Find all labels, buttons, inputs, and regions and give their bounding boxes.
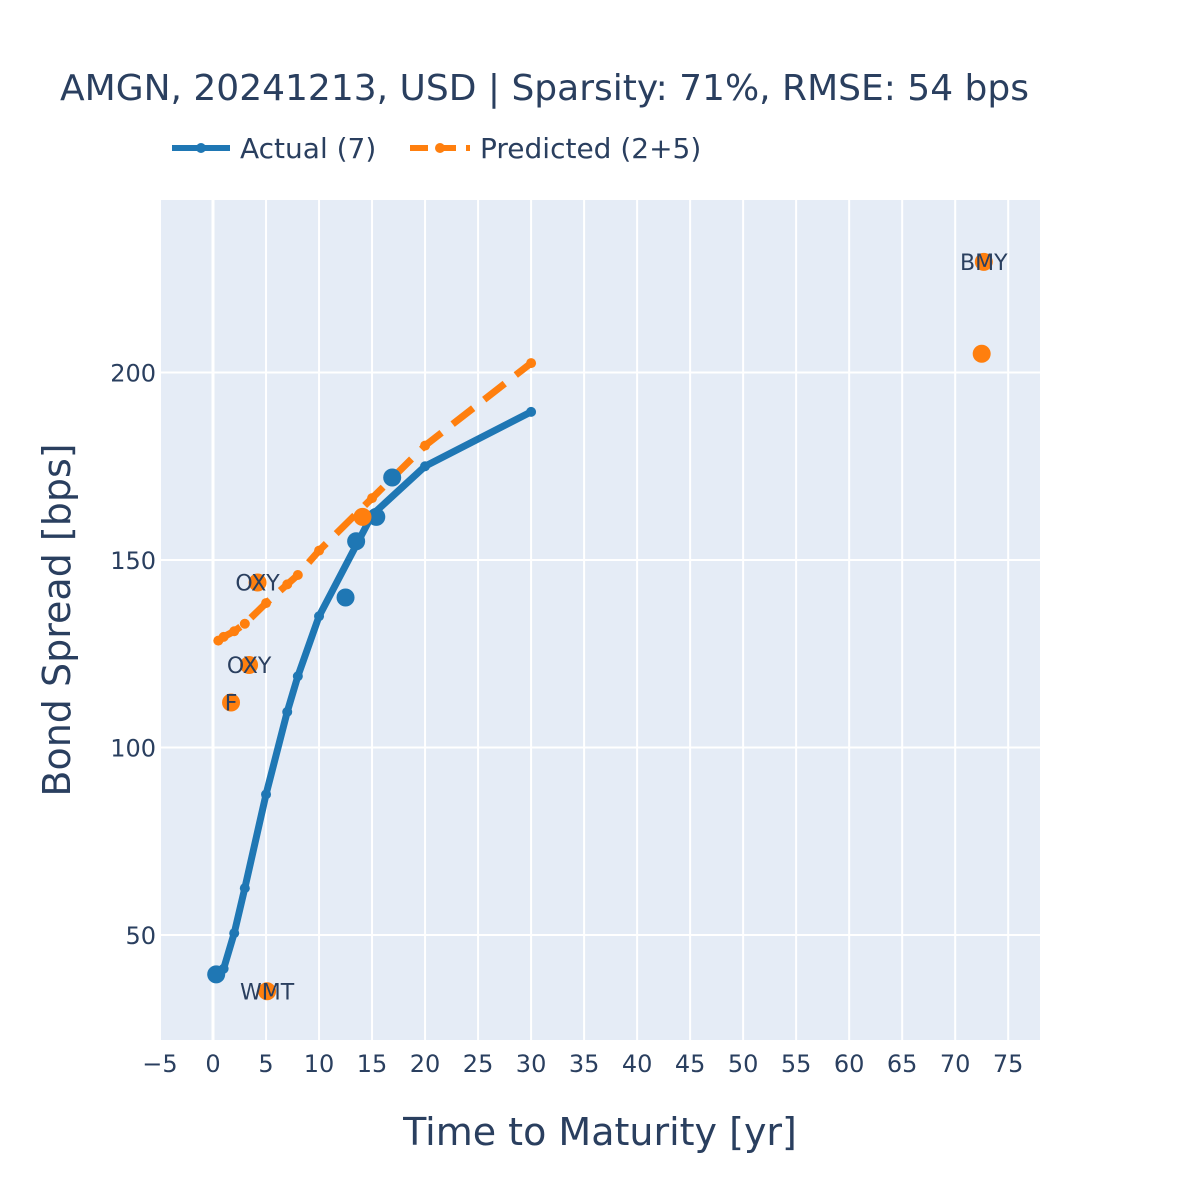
peer-bond-label: BMY — [960, 251, 1008, 276]
predicted-bond-marker — [353, 507, 372, 526]
x-tick-label: 70 — [940, 1050, 971, 1078]
x-tick-label: 60 — [834, 1050, 865, 1078]
y-tick-label: 150 — [110, 547, 156, 575]
actual-bond-marker — [383, 468, 402, 487]
legend[interactable]: Actual (7) Predicted (2+5) — [172, 132, 701, 165]
predicted-series-point — [218, 631, 229, 642]
actual-bond-marker — [336, 588, 355, 607]
predicted-bond-marker — [972, 344, 991, 363]
y-tick-label: 50 — [125, 922, 156, 950]
x-tick-label: 45 — [675, 1050, 706, 1078]
peer-bond-label: OXY — [227, 654, 272, 679]
legend-item-actual[interactable]: Actual (7) — [172, 132, 376, 165]
x-tick-label: 75 — [993, 1050, 1024, 1078]
x-tick-label: 5 — [258, 1050, 273, 1078]
plot-area — [160, 200, 1040, 1040]
predicted-series-point — [314, 545, 325, 556]
bond-markers — [207, 252, 993, 1001]
predicted-series-point — [229, 626, 240, 637]
peer-bond-marker — [258, 982, 277, 1001]
predicted-series-point — [367, 493, 378, 504]
legend-item-predicted[interactable]: Predicted (2+5) — [410, 132, 701, 165]
actual-series-point — [314, 611, 325, 622]
peer-bond-marker — [248, 573, 267, 592]
actual-series-point — [282, 706, 293, 717]
predicted-series-point — [239, 618, 250, 629]
x-axis-title: Time to Maturity [yr] — [402, 1110, 797, 1154]
actual-bond-marker — [207, 965, 226, 984]
legend-actual-label: Actual (7) — [240, 132, 376, 165]
actual-series-point — [261, 789, 272, 800]
x-tick-label: 10 — [304, 1050, 335, 1078]
actual-bond-marker — [347, 532, 366, 551]
x-tick-label: 20 — [410, 1050, 441, 1078]
predicted-series-point — [292, 570, 303, 580]
predicted-series-point — [420, 440, 431, 451]
series-lines — [210, 358, 537, 982]
predicted-series-point — [282, 579, 293, 590]
y-axis-title: Bond Spread [bps] — [35, 443, 79, 796]
y-tick-label: 100 — [110, 735, 156, 763]
x-tick-label: 50 — [728, 1050, 759, 1078]
peer-annotations: BMY OXY OXY F WMT — [225, 251, 1008, 1005]
actual-series-point — [420, 461, 431, 472]
legend-actual-marker — [196, 143, 206, 153]
x-tick-label: 0 — [205, 1050, 220, 1078]
x-tick-label: 65 — [887, 1050, 918, 1078]
actual-series-point — [292, 671, 303, 682]
peer-bond-label: WMT — [240, 980, 295, 1005]
predicted-series-point — [261, 598, 272, 609]
legend-predicted-marker — [435, 143, 445, 153]
predicted-series-point — [526, 358, 537, 369]
axis-ticks: −5 0 5 10 15 20 25 30 35 40 45 50 55 60 65 70 75 50 100 150… — [110, 360, 1023, 1079]
y-tick-label: 200 — [110, 360, 156, 388]
x-tick-label: 35 — [569, 1050, 600, 1078]
x-tick-label: −5 — [142, 1050, 177, 1078]
legend-predicted-label: Predicted (2+5) — [480, 132, 701, 165]
actual-series-point — [526, 406, 537, 417]
x-tick-label: 15 — [357, 1050, 388, 1078]
x-tick-label: 40 — [622, 1050, 653, 1078]
x-tick-label: 55 — [781, 1050, 812, 1078]
actual-series-point — [239, 883, 250, 894]
actual-series-point — [229, 928, 240, 939]
peer-bond-label: F — [225, 692, 238, 717]
x-tick-label: 30 — [516, 1050, 547, 1078]
x-tick-label: 25 — [463, 1050, 494, 1078]
peer-bond-marker — [222, 693, 241, 712]
actual-bond-marker — [367, 507, 386, 526]
peer-bond-marker — [974, 252, 993, 271]
peer-bond-marker — [240, 656, 259, 674]
peer-bond-label: OXY — [235, 572, 280, 597]
chart-title: AMGN, 20241213, USD | Sparsity: 71%, RMS… — [60, 68, 1029, 109]
